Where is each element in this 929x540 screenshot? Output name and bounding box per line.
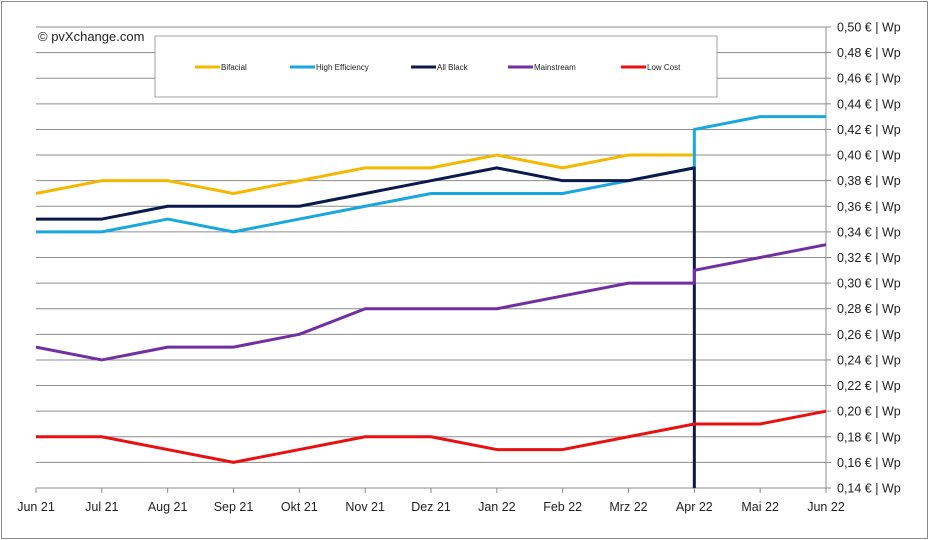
copyright-text: © pvXchange.com	[38, 29, 144, 44]
x-tick-label: Mai 22	[741, 500, 779, 514]
y-tick-label: 0,44 € | Wp	[837, 97, 901, 111]
x-tick-label: Jun 22	[807, 500, 845, 514]
legend-label: Mainstream	[534, 63, 576, 72]
x-tick-label: Jan 22	[478, 500, 516, 514]
legend-label: Low Cost	[647, 63, 681, 72]
x-tick-label: Apr 22	[676, 500, 713, 514]
legend: Bifacial High Efficiency All Black Mainstre…	[154, 35, 718, 98]
x-tick-label: Nov 21	[345, 500, 385, 514]
legend-label: Bifacial	[221, 63, 247, 72]
legend-label: All Black	[437, 63, 469, 72]
x-tick-label: Jun 21	[17, 500, 55, 514]
x-tick-label: Mrz 22	[609, 500, 647, 514]
y-tick-label: 0,14 € | Wp	[837, 482, 901, 496]
y-tick-label: 0,22 € | Wp	[837, 379, 901, 393]
series-line-mainstream	[35, 243, 827, 362]
y-tick-label: 0,32 € | Wp	[837, 251, 901, 265]
series-line-bifacial	[35, 153, 695, 195]
y-tick-label: 0,20 € | Wp	[837, 405, 901, 419]
y-tick-label: 0,34 € | Wp	[837, 225, 901, 239]
y-tick-label: 0,24 € | Wp	[837, 353, 901, 367]
y-tick-label: 0,48 € | Wp	[837, 46, 901, 60]
x-tick-label: Jul 21	[85, 500, 118, 514]
y-tick-label: 0,50 € | Wp	[837, 21, 901, 35]
x-tick-label: Okt 21	[281, 500, 318, 514]
y-tick-label: 0,46 € | Wp	[837, 72, 901, 86]
y-tick-label: 0,28 € | Wp	[837, 302, 901, 316]
x-tick-label: Aug 21	[148, 500, 188, 514]
series-line-low-cost	[36, 409, 827, 464]
y-tick-label: 0,42 € | Wp	[837, 123, 901, 137]
y-tick-label: 0,40 € | Wp	[837, 149, 901, 163]
x-tick-label: Sep 21	[214, 500, 254, 514]
y-tick-label: 0,18 € | Wp	[837, 430, 901, 444]
legend-label: High Efficiency	[316, 63, 369, 72]
series-line-all-black	[36, 166, 696, 488]
series-line-high-efficiency	[36, 115, 826, 234]
y-tick-label: 0,16 € | Wp	[837, 456, 901, 470]
y-tick-label: 0,38 € | Wp	[837, 174, 901, 188]
x-tick-label: Feb 22	[543, 500, 582, 514]
y-tick-label: 0,30 € | Wp	[837, 277, 901, 291]
x-tick-label: Dez 21	[411, 500, 451, 514]
y-tick-label: 0,36 € | Wp	[837, 200, 901, 214]
y-tick-label: 0,26 € | Wp	[837, 328, 901, 342]
